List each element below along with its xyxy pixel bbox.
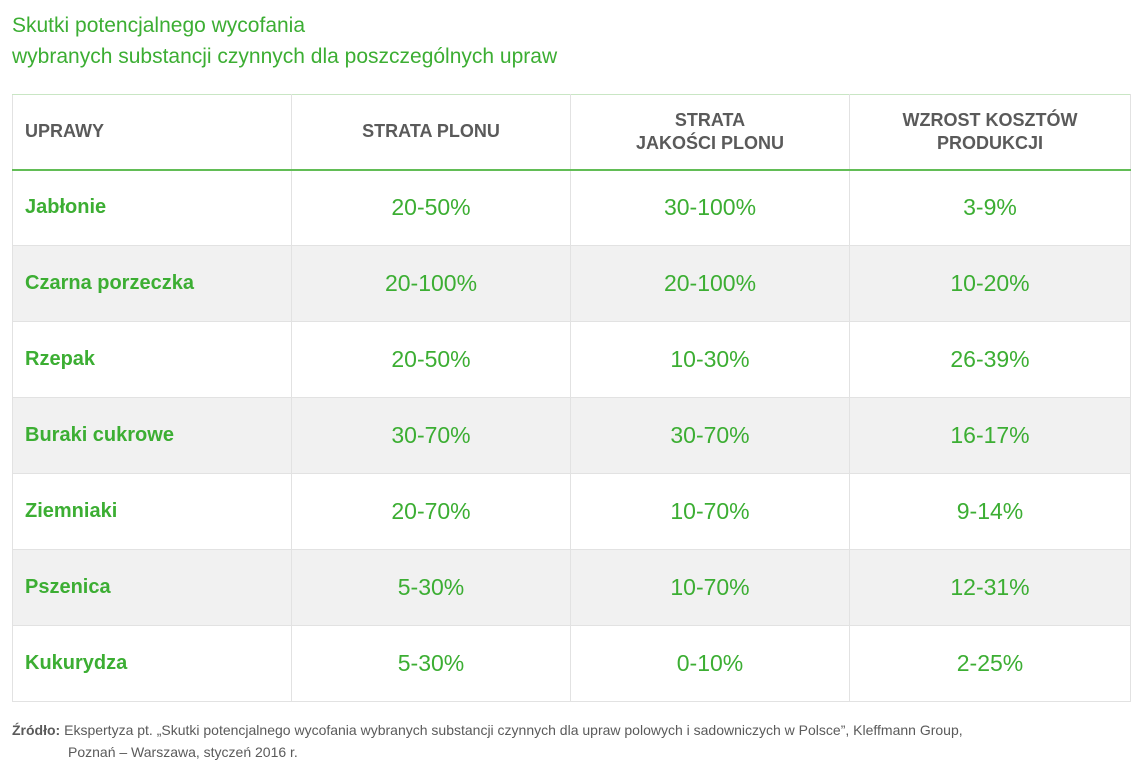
header-text: STRATA PLONU	[302, 120, 560, 143]
quality-loss-cell: 20-100%	[571, 246, 850, 322]
yield-loss-cell: 5-30%	[292, 626, 571, 702]
yield-loss-cell: 5-30%	[292, 550, 571, 626]
header-uprawy: UPRAWY	[13, 95, 292, 170]
source-note: Źródło: Ekspertyza pt. „Skutki potencjal…	[12, 719, 963, 763]
cost-increase-cell: 26-39%	[850, 322, 1131, 398]
table-row: Pszenica 5-30% 10-70% 12-31%	[13, 550, 1131, 626]
cost-increase-cell: 9-14%	[850, 474, 1131, 550]
yield-loss-cell: 30-70%	[292, 398, 571, 474]
table-row: Kukurydza 5-30% 0-10% 2-25%	[13, 626, 1131, 702]
quality-loss-cell: 10-70%	[571, 474, 850, 550]
header-text: STRATA	[581, 109, 839, 132]
cost-increase-cell: 12-31%	[850, 550, 1131, 626]
table-row: Jabłonie 20-50% 30-100% 3-9%	[13, 170, 1131, 246]
crop-name: Czarna porzeczka	[13, 246, 292, 322]
yield-loss-cell: 20-50%	[292, 322, 571, 398]
cost-increase-cell: 3-9%	[850, 170, 1131, 246]
quality-loss-cell: 30-100%	[571, 170, 850, 246]
header-text: UPRAWY	[25, 120, 281, 143]
crop-name: Pszenica	[13, 550, 292, 626]
source-text-line-2: Poznań – Warszawa, styczeń 2016 r.	[12, 741, 963, 763]
quality-loss-cell: 0-10%	[571, 626, 850, 702]
crop-name: Jabłonie	[13, 170, 292, 246]
cost-increase-cell: 16-17%	[850, 398, 1131, 474]
header-text: PRODUKCJI	[860, 132, 1120, 155]
source-label: Źródło:	[12, 722, 60, 738]
table-row: Czarna porzeczka 20-100% 20-100% 10-20%	[13, 246, 1131, 322]
page-title: Skutki potencjalnego wycofania wybranych…	[12, 10, 557, 72]
crop-name: Buraki cukrowe	[13, 398, 292, 474]
table-row: Ziemniaki 20-70% 10-70% 9-14%	[13, 474, 1131, 550]
table-row: Buraki cukrowe 30-70% 30-70% 16-17%	[13, 398, 1131, 474]
header-strata-plonu: STRATA PLONU	[292, 95, 571, 170]
header-wzrost-kosztow-produkcji: WZROST KOSZTÓW PRODUKCJI	[850, 95, 1131, 170]
yield-loss-cell: 20-70%	[292, 474, 571, 550]
crop-name: Rzepak	[13, 322, 292, 398]
yield-loss-cell: 20-50%	[292, 170, 571, 246]
title-line-1: Skutki potencjalnego wycofania	[12, 10, 557, 41]
quality-loss-cell: 10-70%	[571, 550, 850, 626]
cost-increase-cell: 10-20%	[850, 246, 1131, 322]
quality-loss-cell: 30-70%	[571, 398, 850, 474]
table-row: Rzepak 20-50% 10-30% 26-39%	[13, 322, 1131, 398]
quality-loss-cell: 10-30%	[571, 322, 850, 398]
crops-table: UPRAWY STRATA PLONU STRATA JAKOŚCI PLONU…	[12, 94, 1131, 702]
yield-loss-cell: 20-100%	[292, 246, 571, 322]
title-line-2: wybranych substancji czynnych dla poszcz…	[12, 41, 557, 72]
crop-name: Ziemniaki	[13, 474, 292, 550]
table-header-row: UPRAWY STRATA PLONU STRATA JAKOŚCI PLONU…	[13, 95, 1131, 170]
header-text: WZROST KOSZTÓW	[860, 109, 1120, 132]
crop-name: Kukurydza	[13, 626, 292, 702]
cost-increase-cell: 2-25%	[850, 626, 1131, 702]
source-text-line-1: Ekspertyza pt. „Skutki potencjalnego wyc…	[64, 722, 963, 738]
header-text: JAKOŚCI PLONU	[581, 132, 839, 155]
header-strata-jakosci-plonu: STRATA JAKOŚCI PLONU	[571, 95, 850, 170]
